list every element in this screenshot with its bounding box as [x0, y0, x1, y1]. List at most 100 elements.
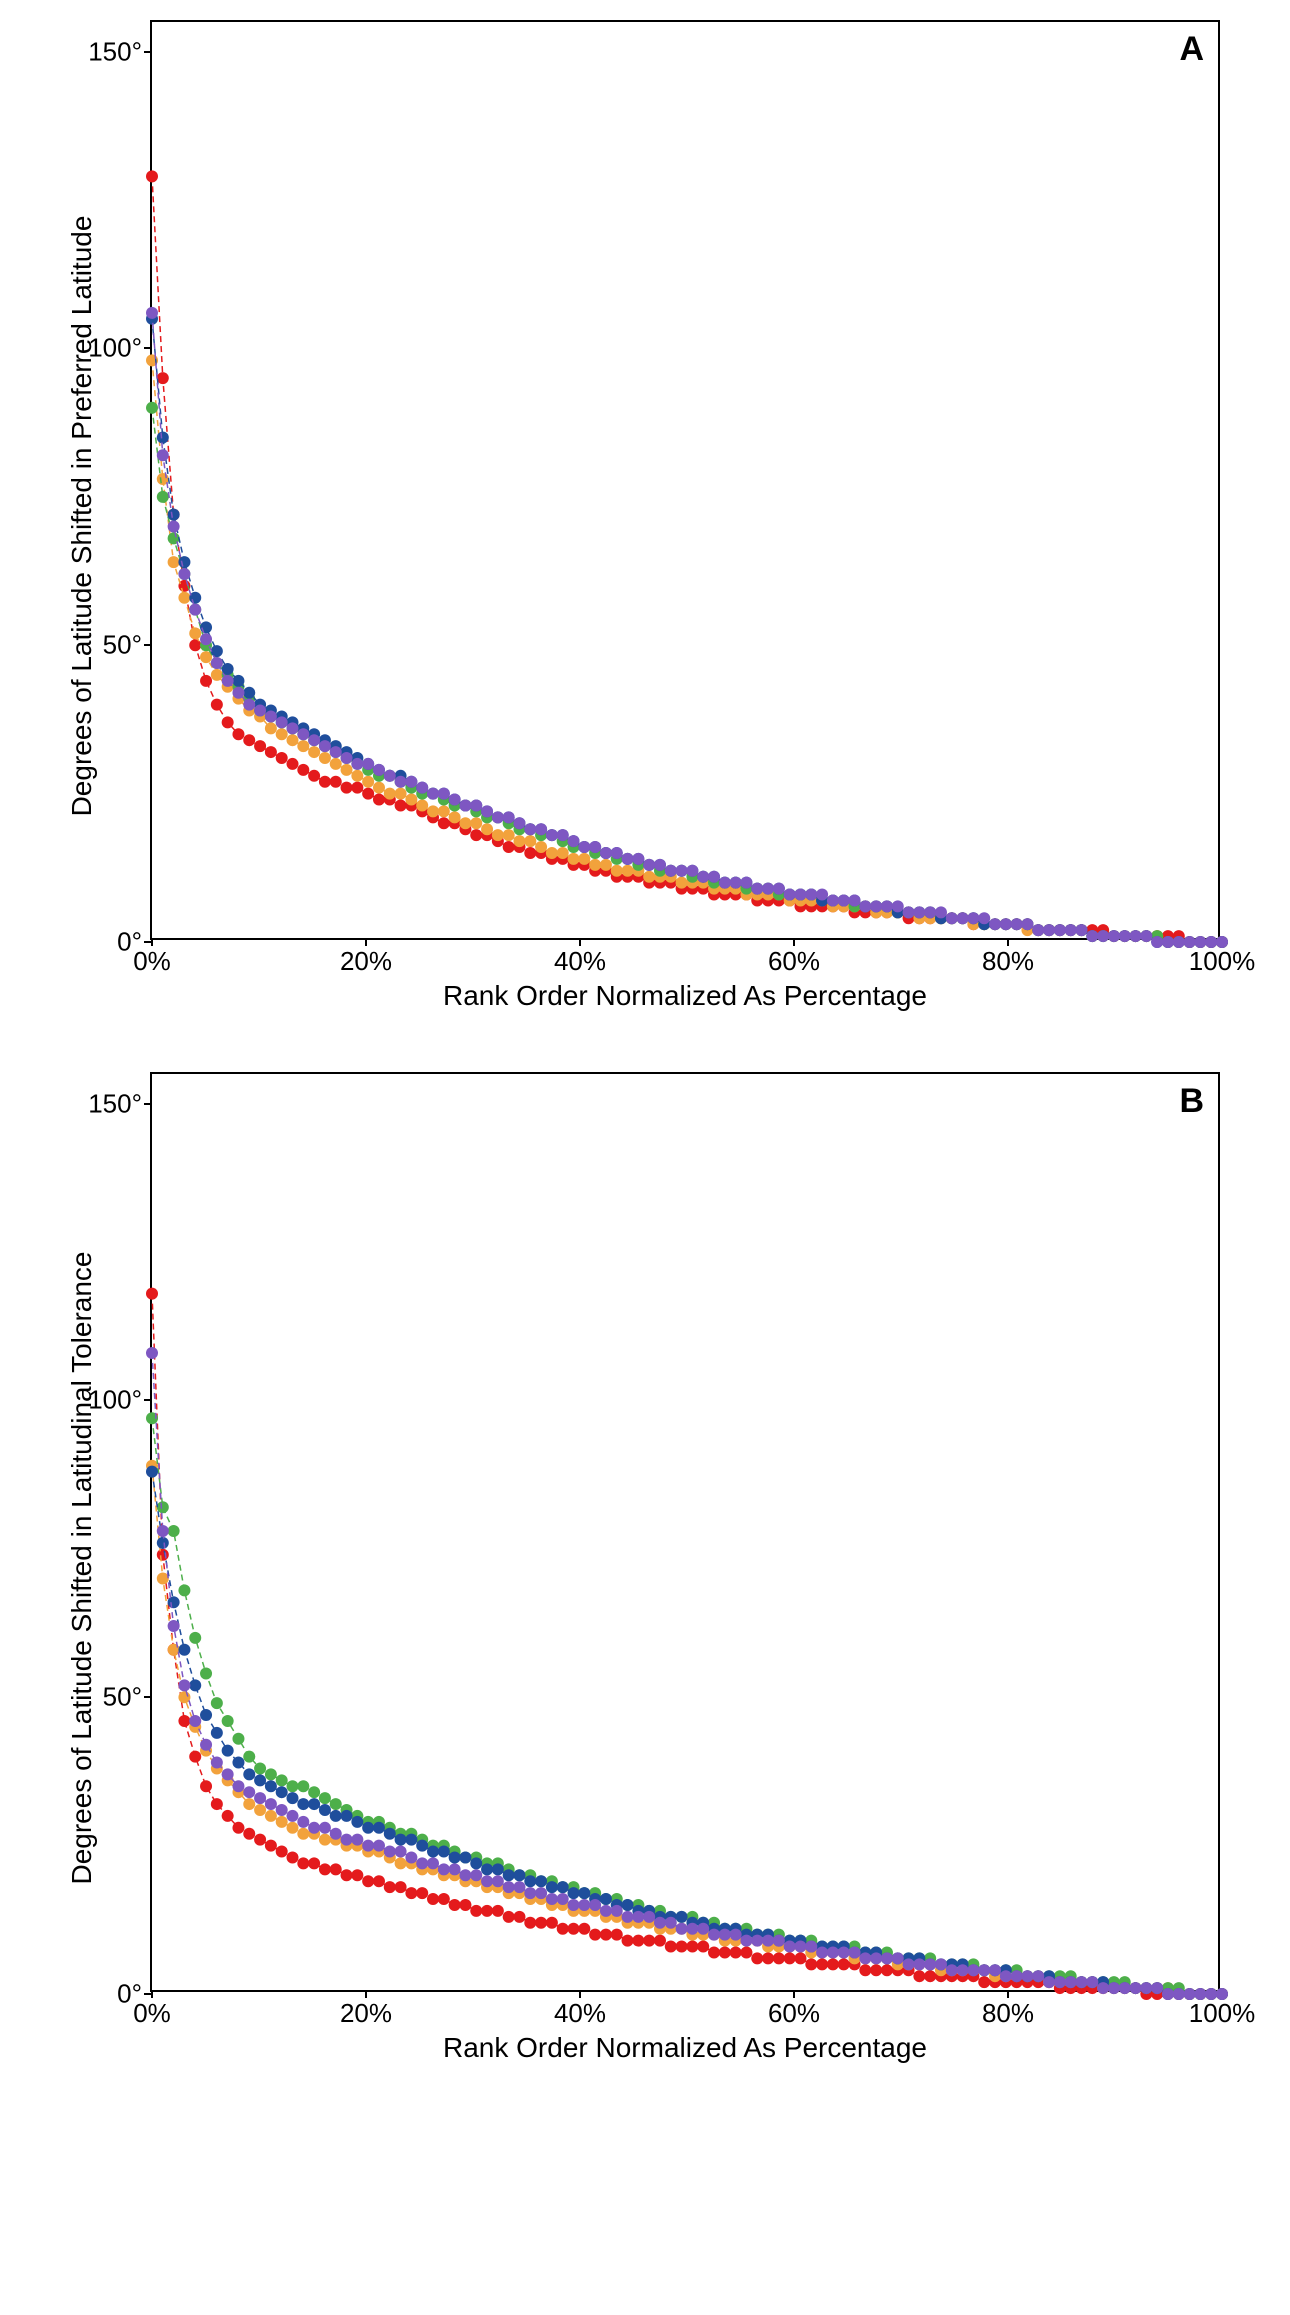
data-point: [503, 841, 515, 853]
data-point: [481, 823, 493, 835]
data-point: [178, 592, 190, 604]
data-point: [395, 1846, 407, 1858]
data-point: [384, 1846, 396, 1858]
data-point: [1194, 1988, 1206, 2000]
data-point: [503, 811, 515, 823]
data-point: [297, 1780, 309, 1792]
data-point: [200, 633, 212, 645]
data-point: [978, 1964, 990, 1976]
data-point: [686, 1941, 698, 1953]
data-point: [254, 740, 266, 752]
data-point: [524, 847, 536, 859]
data-point: [1065, 924, 1077, 936]
data-point: [708, 1929, 720, 1941]
data-point: [427, 1893, 439, 1905]
data-point: [211, 1757, 223, 1769]
data-point: [438, 1893, 450, 1905]
data-point: [178, 1715, 190, 1727]
data-point: [243, 687, 255, 699]
data-point: [903, 906, 915, 918]
data-point: [232, 1757, 244, 1769]
data-point: [967, 912, 979, 924]
data-point: [330, 776, 342, 788]
data-point: [978, 912, 990, 924]
plot-frame: B0°50°100°150°0%20%40%60%80%100%: [150, 1072, 1220, 1992]
data-point: [600, 847, 612, 859]
data-point: [395, 1881, 407, 1893]
data-point: [222, 675, 234, 687]
data-point: [1173, 936, 1185, 948]
data-point: [395, 776, 407, 788]
data-point: [524, 835, 536, 847]
data-point: [557, 1893, 569, 1905]
data-point: [297, 1828, 309, 1840]
data-point: [1130, 930, 1142, 942]
data-point: [449, 1899, 461, 1911]
data-point: [1205, 1988, 1217, 2000]
chart-panel-a: Degrees of Latitude Shifted in Preferred…: [40, 20, 1250, 1012]
data-point: [362, 1840, 374, 1852]
data-point: [470, 817, 482, 829]
data-point: [146, 170, 158, 182]
data-point: [578, 1899, 590, 1911]
data-point: [319, 1834, 331, 1846]
x-tick-label: 40%: [554, 1998, 606, 2029]
data-point: [838, 1946, 850, 1958]
data-point: [535, 1887, 547, 1899]
data-point: [384, 788, 396, 800]
data-point: [254, 1762, 266, 1774]
data-point: [362, 758, 374, 770]
data-point: [1011, 1970, 1023, 1982]
data-point: [243, 734, 255, 746]
data-point: [232, 687, 244, 699]
data-point: [297, 1857, 309, 1869]
series-line-purple: [152, 1353, 1222, 1994]
data-point: [665, 1917, 677, 1929]
data-point: [384, 1828, 396, 1840]
data-point: [395, 788, 407, 800]
data-point: [1140, 1982, 1152, 1994]
data-point: [297, 1816, 309, 1828]
data-point: [373, 764, 385, 776]
data-point: [535, 1875, 547, 1887]
data-point: [989, 918, 1001, 930]
data-point: [232, 675, 244, 687]
data-point: [1108, 930, 1120, 942]
data-point: [427, 1857, 439, 1869]
data-point: [178, 556, 190, 568]
data-point: [503, 1881, 515, 1893]
data-point: [211, 1798, 223, 1810]
series-svg: [152, 1074, 1222, 1994]
data-point: [276, 1816, 288, 1828]
data-point: [816, 1946, 828, 1958]
data-point: [492, 1875, 504, 1887]
data-point: [265, 1768, 277, 1780]
data-point: [276, 752, 288, 764]
data-point: [211, 699, 223, 711]
data-point: [254, 1774, 266, 1786]
data-point: [535, 1917, 547, 1929]
data-point: [632, 853, 644, 865]
y-tick-mark: [144, 347, 152, 349]
data-point: [297, 764, 309, 776]
data-point: [632, 1911, 644, 1923]
data-point: [146, 1347, 158, 1359]
data-point: [654, 859, 666, 871]
data-point: [805, 1958, 817, 1970]
data-point: [373, 1822, 385, 1834]
data-point: [1162, 1988, 1174, 2000]
data-point: [362, 1822, 374, 1834]
data-point: [697, 1941, 709, 1953]
data-point: [254, 1834, 266, 1846]
data-point: [1043, 924, 1055, 936]
data-point: [611, 865, 623, 877]
data-point: [178, 1679, 190, 1691]
data-point: [773, 1952, 785, 1964]
data-point: [568, 853, 580, 865]
data-point: [946, 912, 958, 924]
data-point: [643, 871, 655, 883]
data-point: [341, 764, 353, 776]
data-point: [568, 1887, 580, 1899]
data-point: [438, 817, 450, 829]
x-tick-label: 100%: [1189, 1998, 1256, 2029]
